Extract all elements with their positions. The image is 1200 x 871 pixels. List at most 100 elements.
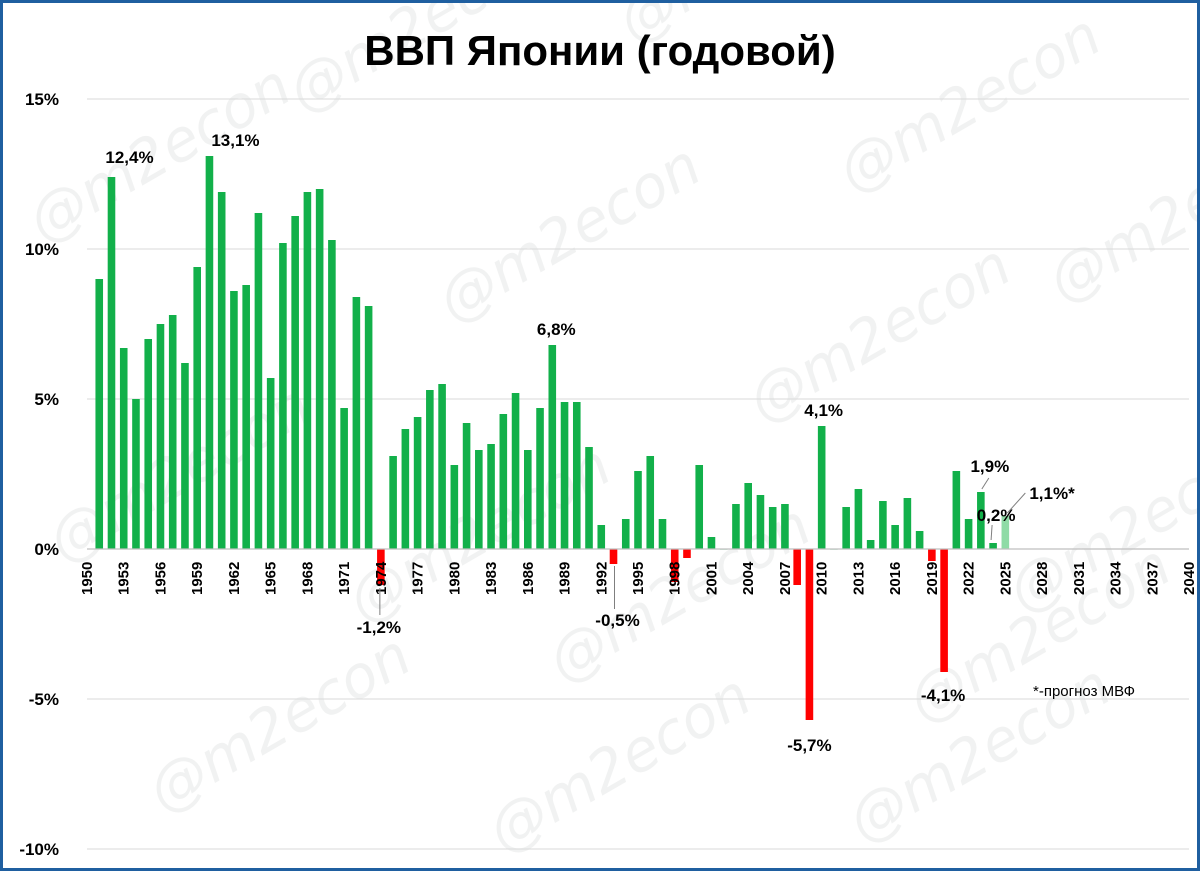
data-label-1988: 6,8%: [537, 320, 576, 339]
x-tick-label: 1980: [446, 562, 463, 595]
bar-1987: [536, 408, 544, 549]
x-tick-label: 1986: [520, 562, 537, 595]
bar-2000: [695, 465, 704, 549]
bar-1998: [670, 549, 679, 582]
bar-2020: [940, 549, 948, 672]
bar-1952: [107, 177, 116, 549]
bar-1975: [389, 456, 397, 549]
bar-1955: [144, 339, 153, 549]
bar-2023: [977, 492, 985, 549]
data-label-1993: -0,5%: [595, 611, 639, 630]
x-tick-label: 1950: [79, 562, 96, 595]
bar-1967: [291, 216, 299, 549]
data-labels-group: 12,4% 13,1% -1,2% 6,8% -0,5% -5,7% 4,1% -4,1% 1,…: [105, 131, 1075, 755]
bar-1995: [634, 471, 642, 549]
x-tick-label: 1974: [373, 561, 390, 595]
x-tick-label: 1983: [483, 562, 500, 595]
bar-1964: [254, 213, 263, 549]
x-tick-label: 2013: [850, 562, 867, 595]
data-label-2010: 4,1%: [804, 401, 843, 420]
bar-1969: [315, 189, 324, 549]
bar-1976: [401, 429, 410, 549]
x-tick-label: 2001: [703, 562, 720, 595]
x-tick-label: 1998: [667, 562, 684, 595]
x-tick-label: 1968: [299, 562, 316, 595]
x-tick-label: 2040: [1181, 562, 1197, 595]
data-label-2025: 1,1%*: [1029, 484, 1075, 503]
bar-1960: [205, 156, 214, 549]
data-label-leader: [990, 524, 993, 541]
forecast-note: *-прогноз МВФ: [1033, 683, 1135, 700]
bar-2005: [756, 495, 765, 549]
data-label-1960: 13,1%: [211, 131, 259, 150]
data-label-2023: 1,9%: [970, 457, 1009, 476]
bar-1980: [450, 465, 459, 549]
bar-1966: [279, 243, 287, 549]
y-tick-label: -5%: [29, 690, 59, 709]
watermark-text: @m2econ: [476, 661, 762, 865]
bar-2016: [891, 525, 899, 549]
bar-2007: [781, 504, 789, 549]
bar-1971: [340, 408, 348, 549]
chart-title: ВВП Японии (годовой): [364, 27, 835, 74]
x-tick-label: 2028: [1034, 562, 1051, 595]
bar-1963: [242, 285, 250, 549]
bar-2013: [854, 489, 863, 549]
bar-1954: [132, 399, 140, 549]
bar-1997: [658, 519, 667, 549]
watermark-text: @m2econ: [426, 131, 712, 335]
bar-1993: [609, 549, 618, 564]
bar-1973: [364, 306, 373, 549]
bar-1982: [475, 450, 483, 549]
x-tick-label: 2010: [814, 562, 831, 595]
x-tick-label: 1989: [557, 562, 574, 595]
bar-1970: [328, 240, 336, 549]
x-tick-label: 2025: [997, 562, 1014, 595]
bar-2017: [903, 498, 912, 549]
bar-1983: [487, 444, 495, 549]
bar-1990: [572, 402, 581, 549]
x-tick-label: 2031: [1071, 562, 1088, 595]
x-tick-label: 1977: [410, 562, 427, 595]
bar-1979: [438, 384, 446, 549]
bar-1985: [511, 393, 520, 549]
bar-2008: [793, 549, 801, 585]
bar-1961: [217, 192, 226, 549]
bar-2024: [989, 543, 997, 549]
y-tick-label: -10%: [19, 840, 59, 859]
bar-1996: [646, 456, 655, 549]
bar-1994: [621, 519, 630, 549]
x-tick-label: 2019: [924, 562, 941, 595]
y-tick-label: 15%: [25, 90, 59, 109]
gridlines: [87, 98, 1189, 850]
x-tick-label: 2034: [1108, 561, 1125, 595]
bars-group: [95, 156, 1010, 720]
data-label-1974: -1,2%: [357, 618, 401, 637]
watermark-text: @m2econ: [736, 231, 1022, 435]
bar-2010: [817, 426, 826, 549]
bar-2014: [866, 540, 875, 549]
bar-1999: [683, 549, 691, 558]
bar-2018: [915, 531, 924, 549]
x-tick-label: 1995: [630, 562, 647, 595]
y-tick-label: 5%: [34, 390, 59, 409]
bar-1958: [181, 363, 189, 549]
data-label-leader: [981, 477, 990, 490]
x-tick-label: 2022: [961, 562, 978, 595]
bar-1968: [303, 192, 312, 549]
bar-1956: [156, 324, 165, 549]
x-tick-label: 1956: [152, 562, 169, 595]
data-label-2020: -4,1%: [921, 686, 965, 705]
y-tick-label: 10%: [25, 240, 59, 259]
bar-2025: [1001, 516, 1010, 549]
x-tick-label: 2007: [777, 562, 794, 595]
x-tick-label: 1962: [226, 562, 243, 595]
x-tick-label: 2016: [887, 562, 904, 595]
x-tick-label: 2004: [740, 561, 757, 595]
bar-2012: [842, 507, 850, 549]
bar-1957: [168, 315, 177, 549]
bar-2004: [744, 483, 752, 549]
bar-1988: [548, 345, 557, 549]
watermark-text: @m2econ: [826, 3, 1112, 205]
